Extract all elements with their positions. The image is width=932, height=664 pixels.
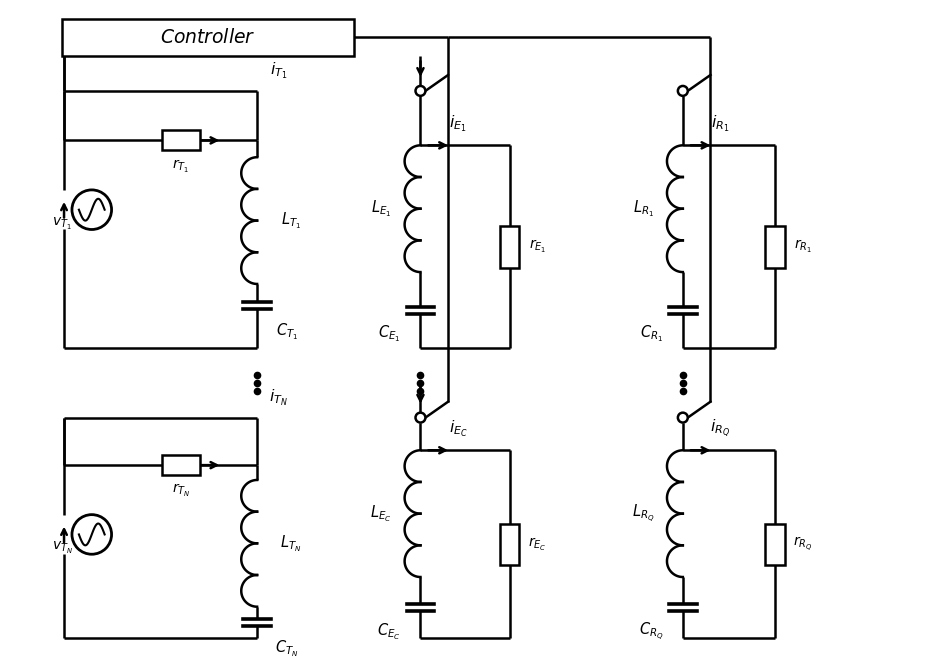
Bar (500, 226, 519, 268)
Bar (500, 523, 519, 565)
Bar (62, 19, 354, 56)
Text: $\mathit{i}_{\mathit{R_Q}}$: $\mathit{i}_{\mathit{R_Q}}$ (710, 418, 731, 440)
Text: $\mathit{C}_{\mathit{E_1}}$: $\mathit{C}_{\mathit{E_1}}$ (377, 323, 400, 344)
Text: $\mathit{i}_{\mathit{E_1}}$: $\mathit{i}_{\mathit{E_1}}$ (449, 114, 467, 134)
Text: $\mathit{L}_{\mathit{R_1}}$: $\mathit{L}_{\mathit{R_1}}$ (633, 199, 653, 219)
Text: $\mathit{v}_{\mathit{T_1}}$: $\mathit{v}_{\mathit{T_1}}$ (52, 216, 72, 232)
Text: $\mathit{C}_{\mathit{E_C}}$: $\mathit{C}_{\mathit{E_C}}$ (377, 621, 401, 641)
Text: $\it{Controller}$: $\it{Controller}$ (160, 28, 256, 47)
Circle shape (72, 515, 112, 554)
Bar (765, 226, 785, 268)
Text: $\mathit{C}_{\mathit{R_Q}}$: $\mathit{C}_{\mathit{R_Q}}$ (638, 621, 664, 642)
Text: $\mathit{r}_{\mathit{T_1}}$: $\mathit{r}_{\mathit{T_1}}$ (172, 157, 189, 175)
Text: $\mathit{i}_{\mathit{R_1}}$: $\mathit{i}_{\mathit{R_1}}$ (711, 114, 730, 134)
Text: $\mathit{r}_{\mathit{T_N}}$: $\mathit{r}_{\mathit{T_N}}$ (171, 482, 190, 499)
Bar (162, 131, 199, 150)
Text: $\mathit{v}_{\mathit{T_N}}$: $\mathit{v}_{\mathit{T_N}}$ (51, 540, 73, 556)
Text: $\mathit{C}_{\mathit{T_N}}$: $\mathit{C}_{\mathit{T_N}}$ (275, 638, 298, 659)
Circle shape (678, 86, 688, 96)
Text: $\mathit{r}_{\mathit{R_1}}$: $\mathit{r}_{\mathit{R_1}}$ (793, 238, 812, 256)
Text: $\mathit{i}_{\mathit{T_N}}$: $\mathit{i}_{\mathit{T_N}}$ (269, 388, 288, 408)
Text: $\mathit{L}_{\mathit{T_1}}$: $\mathit{L}_{\mathit{T_1}}$ (281, 210, 301, 231)
Circle shape (416, 86, 425, 96)
Text: $\mathit{L}_{\mathit{E_C}}$: $\mathit{L}_{\mathit{E_C}}$ (370, 503, 391, 524)
Text: $\mathit{r}_{\mathit{E_1}}$: $\mathit{r}_{\mathit{E_1}}$ (528, 238, 546, 256)
Text: $\mathit{L}_{\mathit{R_Q}}$: $\mathit{L}_{\mathit{R_Q}}$ (632, 503, 654, 525)
Circle shape (678, 412, 688, 422)
Bar (162, 456, 199, 475)
Circle shape (416, 412, 425, 422)
Text: $\mathit{C}_{\mathit{R_1}}$: $\mathit{C}_{\mathit{R_1}}$ (639, 323, 663, 344)
Text: $\mathit{L}_{\mathit{E_1}}$: $\mathit{L}_{\mathit{E_1}}$ (371, 199, 391, 219)
Text: $\mathit{i}_{\mathit{T_1}}$: $\mathit{i}_{\mathit{T_1}}$ (270, 61, 288, 82)
Text: $\mathit{r}_{\mathit{E_C}}$: $\mathit{r}_{\mathit{E_C}}$ (528, 536, 546, 553)
Text: $\mathit{C}_{\mathit{T_1}}$: $\mathit{C}_{\mathit{T_1}}$ (276, 321, 298, 342)
Text: $\mathit{r}_{\mathit{R_Q}}$: $\mathit{r}_{\mathit{R_Q}}$ (793, 535, 813, 553)
Text: $\mathit{L}_{\mathit{T_N}}$: $\mathit{L}_{\mathit{T_N}}$ (280, 533, 302, 554)
Text: $\mathit{i}_{\mathit{E_C}}$: $\mathit{i}_{\mathit{E_C}}$ (448, 418, 468, 439)
Bar (765, 523, 785, 565)
Circle shape (72, 190, 112, 230)
